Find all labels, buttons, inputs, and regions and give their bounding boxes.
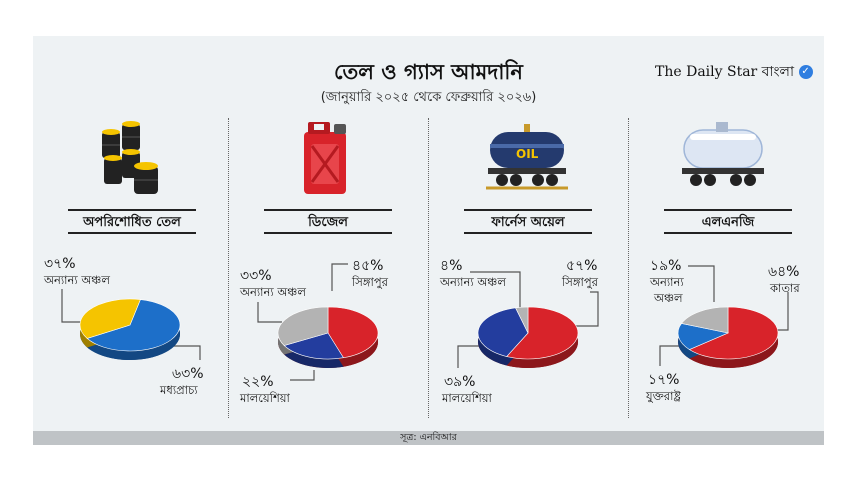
title-rule [68, 209, 196, 211]
slice-label: সিঙ্গাপুর [562, 275, 598, 289]
pct-label: ৬৩% [172, 366, 204, 382]
pie-slice-0 [506, 306, 579, 360]
leader-line [659, 345, 684, 366]
slice-label: অন্যান্য অঞ্চল [240, 285, 306, 299]
brand-logo: The Daily Star বাংলা ✓ [655, 60, 813, 84]
title-rule [264, 232, 392, 234]
pie-slice-0 [327, 306, 379, 359]
chart-title-diesel: ডিজেল [308, 215, 348, 230]
pct-label: ৫৭% [566, 258, 598, 274]
slice-label: অন্যান্য অঞ্চল [440, 275, 506, 289]
pct-label: ১৯% [650, 258, 682, 274]
column-divider [428, 118, 429, 418]
pct-label: ৬৪% [768, 264, 800, 280]
pie-chart-0 [79, 298, 181, 361]
pie-slice-0 [86, 299, 181, 352]
lng-tanker-wagon-icon [682, 122, 764, 186]
verified-check-icon: ✓ [798, 65, 813, 79]
brand-name: The Daily Star বাংলা [655, 64, 795, 80]
page-subtitle: (জানুয়ারি ২০২৫ থেকে ফেব্রুয়ারি ২০২৬) [320, 90, 537, 105]
pie-chart-2 [477, 306, 579, 368]
leader-line [290, 370, 315, 381]
source-footer: সূত্র: এনবিআর [33, 431, 824, 445]
slice-label: মধ্যপ্রাচ্য [160, 383, 198, 397]
column-divider [228, 118, 229, 418]
title-rule [664, 232, 792, 234]
pct-label: ৩৭% [44, 256, 76, 272]
slice-label-line1: অন্যান্য [650, 275, 684, 289]
column-divider [628, 118, 629, 418]
title-rule [264, 209, 392, 211]
pie-chart-1 [277, 306, 379, 368]
pie-slice-1 [283, 332, 344, 360]
slice-label: যুক্তরাষ্ট্র [646, 389, 681, 403]
slice-label-line2: অঞ্চল [654, 291, 683, 305]
pie-slice-2 [680, 306, 729, 334]
slice-label: মালয়েশিয়া [240, 391, 290, 405]
leader-line [576, 291, 599, 327]
oil-tanker-wagon-icon: OIL [486, 124, 568, 190]
title-rule [664, 209, 792, 211]
leader-line [257, 302, 282, 323]
page-title: তেল ও গ্যাস আমদানি [334, 60, 523, 84]
pct-label: ১৭% [648, 372, 680, 388]
pct-label: ৩৩% [240, 268, 272, 284]
pie-chart-3 [677, 306, 779, 368]
chart-title-crude-oil: অপরিশোধিত তেল [83, 215, 181, 230]
title-rule [464, 209, 592, 211]
jerrycan-icon [304, 122, 346, 194]
pct-label: ২২% [242, 374, 274, 390]
title-rule [68, 232, 196, 234]
pie-root [79, 298, 779, 368]
slice-label: অন্যান্য অঞ্চল [44, 273, 110, 287]
svg-text:OIL: OIL [516, 147, 539, 161]
chart-title-lng: এলএনজি [701, 215, 755, 230]
oil-barrels-icon [102, 121, 158, 194]
leader-line [470, 271, 521, 312]
pie-slice-2 [515, 306, 529, 334]
pie-slice-1 [79, 298, 141, 339]
slice-label: মালয়েশিয়া [442, 391, 492, 405]
pie-slice-2 [277, 306, 329, 346]
leader-line [688, 265, 715, 302]
slice-label: সিঙ্গাপুর [352, 275, 388, 289]
pie-slice-1 [677, 323, 729, 350]
leader-line [331, 263, 348, 291]
chart-title-furnace-oil: ফার্নেস অয়েল [491, 215, 565, 230]
pct-label: ৩৯% [444, 374, 476, 390]
pct-label: ৪% [440, 258, 463, 274]
pie-slice-0 [688, 306, 779, 360]
title-rule [464, 232, 592, 234]
leader-line [61, 289, 86, 323]
pie-slice-1 [477, 307, 529, 357]
pct-label: ৪৫% [352, 258, 384, 274]
slice-label: কাতার [770, 281, 800, 295]
